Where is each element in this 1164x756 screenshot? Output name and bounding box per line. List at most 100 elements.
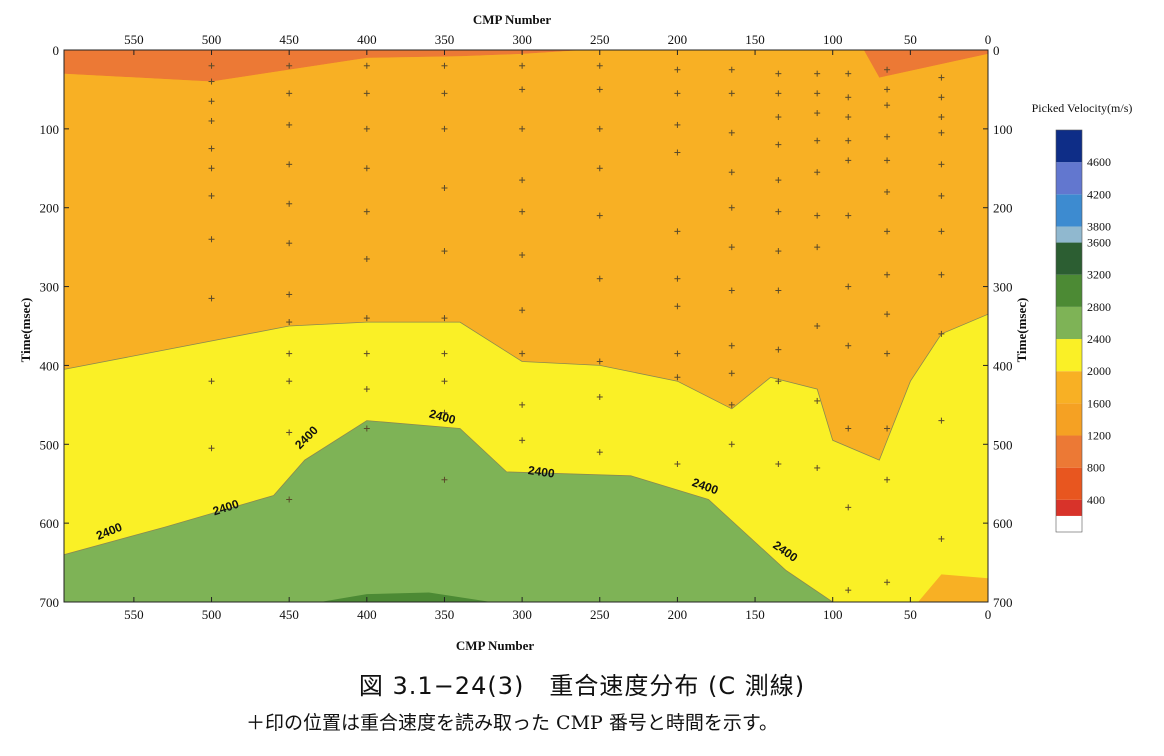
pick-marker	[363, 315, 370, 322]
pick-marker	[596, 165, 603, 172]
pick-marker	[814, 244, 821, 251]
pick-marker	[519, 252, 526, 259]
y-axis-title-right: Time(msec)	[1014, 298, 1029, 363]
pick-marker	[674, 121, 681, 128]
y-tick-label-left: 200	[40, 201, 60, 216]
pick-marker	[775, 70, 782, 77]
pick-marker	[441, 378, 448, 385]
pick-marker	[208, 98, 215, 105]
pick-marker	[938, 535, 945, 542]
colorbar-swatch	[1056, 339, 1082, 372]
colorbar-swatch	[1056, 162, 1082, 195]
pick-marker	[845, 587, 852, 594]
pick-marker	[884, 476, 891, 483]
pick-marker	[845, 212, 852, 219]
colorbar-label: 1600	[1087, 396, 1111, 410]
y-tick-label-left: 300	[40, 280, 60, 295]
colorbar-swatch	[1056, 435, 1082, 468]
pick-marker	[884, 102, 891, 109]
pick-marker	[208, 165, 215, 172]
pick-marker	[728, 169, 735, 176]
colorbar-swatch	[1056, 226, 1082, 243]
pick-marker	[845, 283, 852, 290]
y-axis-title-left: Time(msec)	[18, 298, 33, 363]
y-tick-label-right: 500	[993, 437, 1013, 452]
pick-marker	[728, 204, 735, 211]
pick-marker	[286, 200, 293, 207]
pick-marker	[938, 161, 945, 168]
pick-marker	[845, 504, 852, 511]
pick-marker	[845, 157, 852, 164]
colorbar-label: 800	[1087, 461, 1105, 475]
pick-marker	[286, 90, 293, 97]
x-tick-label-bottom: 550	[124, 607, 144, 622]
x-tick-label-bottom: 100	[823, 607, 843, 622]
x-tick-label-bottom: 150	[745, 607, 765, 622]
x-tick-label-top: 0	[985, 32, 992, 47]
pick-marker	[441, 90, 448, 97]
pick-marker	[884, 271, 891, 278]
colorbar-frame	[1055, 129, 1083, 533]
x-tick-label-top: 350	[435, 32, 455, 47]
pick-marker	[596, 86, 603, 93]
pick-marker	[441, 62, 448, 69]
x-tick-label-top: 450	[279, 32, 299, 47]
x-tick-label-bottom: 250	[590, 607, 610, 622]
x-tick-label-top: 300	[512, 32, 532, 47]
pick-marker	[814, 212, 821, 219]
colorbar-swatch	[1056, 467, 1082, 500]
pick-marker	[938, 94, 945, 101]
pick-marker	[208, 117, 215, 124]
pick-marker	[814, 110, 821, 117]
pick-marker	[728, 287, 735, 294]
pick-marker	[884, 133, 891, 140]
pick-marker	[775, 141, 782, 148]
y-tick-label-right: 400	[993, 358, 1013, 373]
pick-marker	[519, 125, 526, 132]
pick-marker	[775, 208, 782, 215]
pick-marker	[884, 425, 891, 432]
pick-marker	[938, 330, 945, 337]
pick-marker	[814, 137, 821, 144]
pick-marker	[208, 445, 215, 452]
pick-marker	[441, 248, 448, 255]
y-tick-label-left: 400	[40, 358, 60, 373]
x-tick-label-top: 400	[357, 32, 377, 47]
y-tick-label-left: 700	[40, 595, 60, 610]
pick-marker	[845, 70, 852, 77]
colorbar-swatch	[1056, 194, 1082, 227]
pick-marker	[884, 350, 891, 357]
pick-marker	[674, 374, 681, 381]
pick-marker	[208, 145, 215, 152]
pick-marker	[674, 149, 681, 156]
pick-marker	[208, 295, 215, 302]
x-tick-label-top: 50	[904, 32, 917, 47]
pick-marker	[728, 342, 735, 349]
x-tick-label-top: 550	[124, 32, 144, 47]
pick-marker	[845, 137, 852, 144]
pick-marker	[363, 62, 370, 69]
pick-marker	[596, 62, 603, 69]
colorbar-swatch	[1056, 130, 1082, 163]
pick-marker	[775, 346, 782, 353]
pick-marker	[674, 275, 681, 282]
region-2000-2400	[64, 50, 988, 461]
pick-marker	[728, 90, 735, 97]
pick-marker	[596, 125, 603, 132]
region-3200-3600	[320, 592, 492, 602]
pick-marker	[286, 291, 293, 298]
x-axis-title-top: CMP Number	[473, 12, 552, 27]
pick-marker	[938, 192, 945, 199]
x-tick-label-bottom: 400	[357, 607, 377, 622]
pick-marker	[728, 441, 735, 448]
colorbar-label: 3600	[1087, 236, 1111, 250]
pick-marker	[363, 255, 370, 262]
pick-marker	[519, 401, 526, 408]
pick-marker	[884, 66, 891, 73]
pick-marker	[519, 177, 526, 184]
pick-marker	[441, 185, 448, 191]
pick-marker	[674, 66, 681, 73]
colorbar-label: 2000	[1087, 364, 1111, 378]
x-tick-label-bottom: 0	[985, 607, 992, 622]
pick-marker	[286, 429, 293, 436]
